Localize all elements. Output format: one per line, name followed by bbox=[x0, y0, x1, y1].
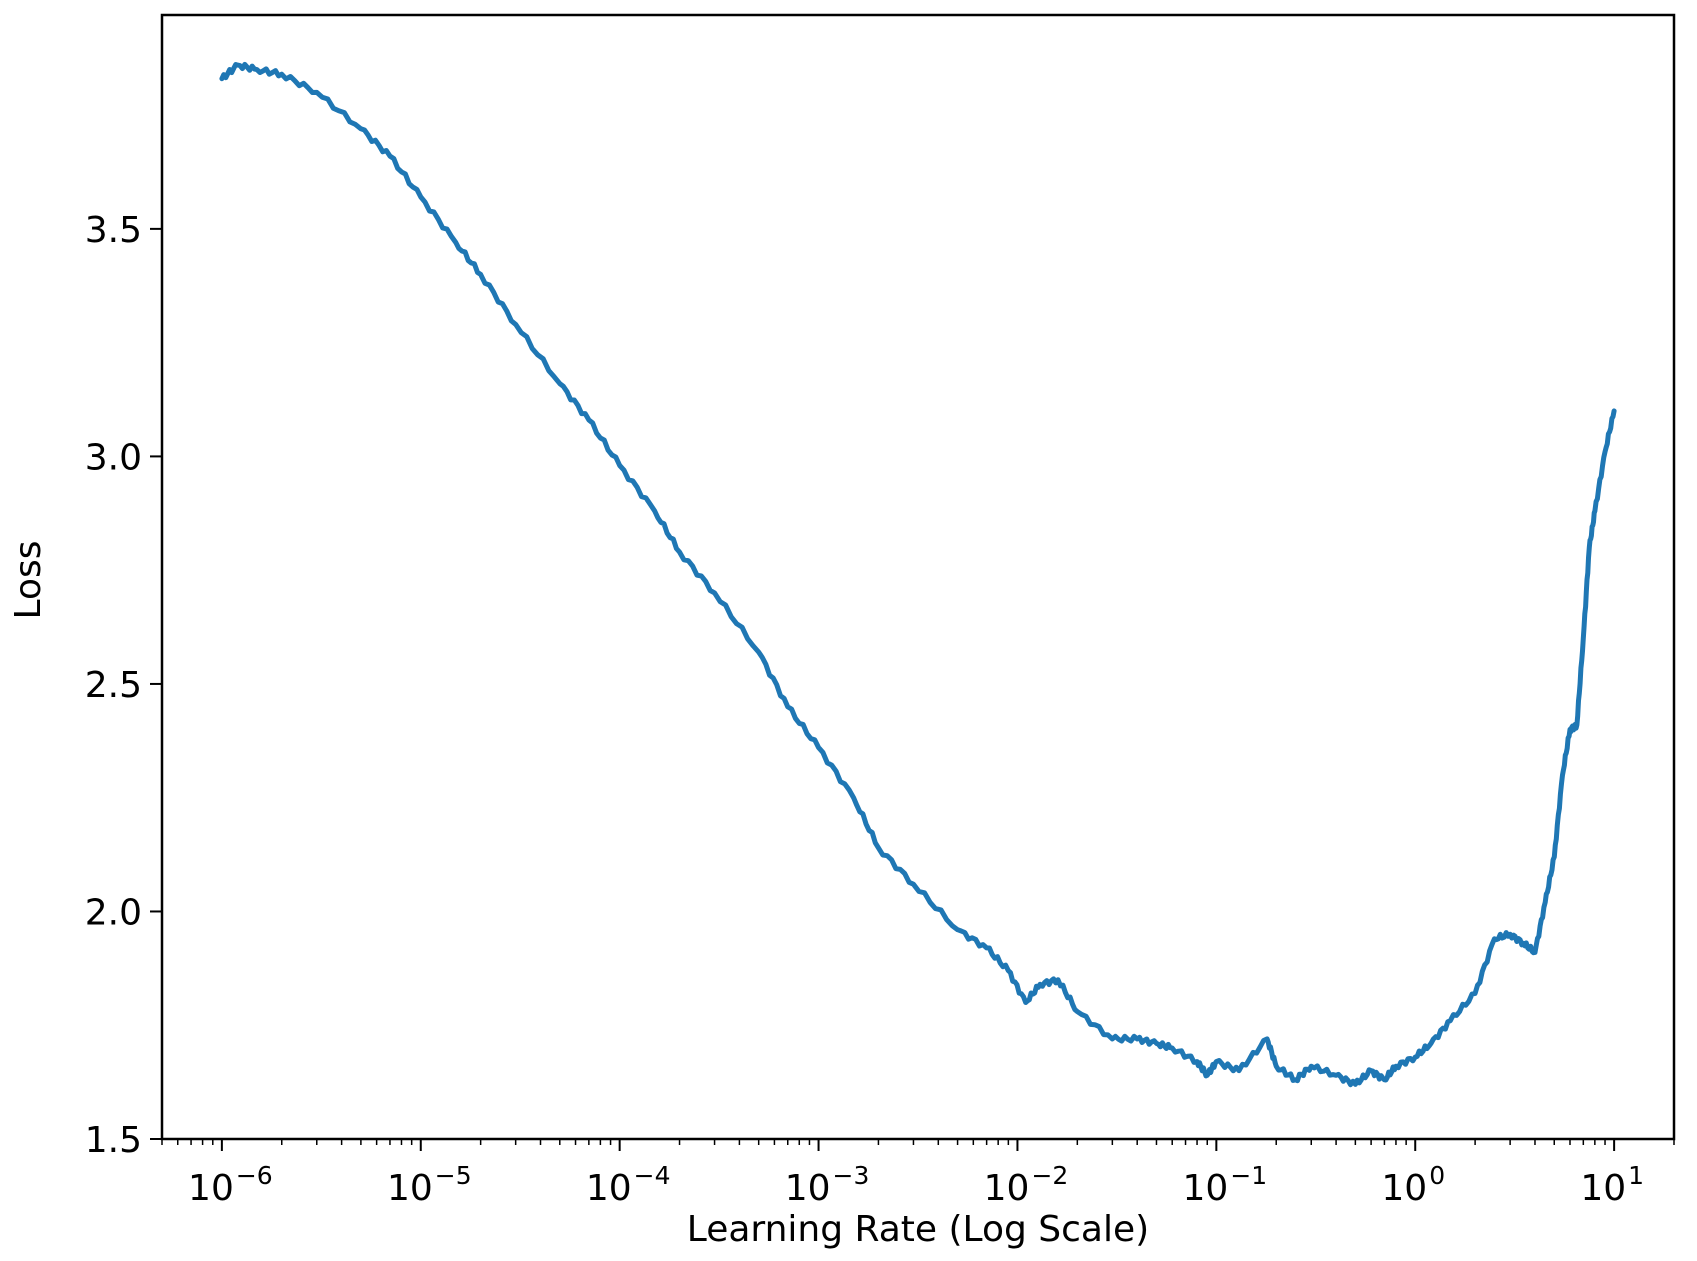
x-tick-label-exponent: −6 bbox=[236, 1161, 273, 1190]
x-tick-label-base: 10 bbox=[387, 1168, 433, 1209]
x-tick-label-exponent: 1 bbox=[1628, 1161, 1644, 1190]
x-tick-label-exponent: −4 bbox=[634, 1161, 671, 1190]
x-tick-label-exponent: −2 bbox=[1031, 1161, 1068, 1190]
y-tick-label: 3.5 bbox=[85, 210, 142, 251]
plot-area bbox=[160, 13, 1676, 1141]
x-tick-label-base: 10 bbox=[586, 1168, 632, 1209]
x-tick-label-base: 10 bbox=[984, 1168, 1030, 1209]
plot-frame bbox=[160, 13, 1676, 1141]
x-tick-label-exponent: 0 bbox=[1429, 1161, 1445, 1190]
y-tick-label: 2.5 bbox=[85, 665, 142, 706]
x-axis-label: Learning Rate (Log Scale) bbox=[687, 1209, 1149, 1250]
x-tick-label-base: 10 bbox=[785, 1168, 831, 1209]
x-tick-label-base: 10 bbox=[1183, 1168, 1229, 1209]
loss-series-line bbox=[219, 61, 1617, 1088]
y-tick-label: 3.0 bbox=[85, 437, 142, 478]
x-tick-label-exponent: −1 bbox=[1230, 1161, 1267, 1190]
x-tick-label-base: 10 bbox=[188, 1168, 234, 1209]
x-axis-ticks: 10 −6 10 −5 10 −4 10 −3 10 −2 10 −1 10 0 10 1 bbox=[161, 1139, 1675, 1209]
y-axis-ticks: 1.5 2.0 2.5 3.0 3.5 bbox=[85, 210, 162, 1161]
x-tick-label-exponent: −5 bbox=[435, 1161, 472, 1190]
x-tick-label-base: 10 bbox=[1580, 1168, 1626, 1209]
x-tick-label-base: 10 bbox=[1381, 1168, 1427, 1209]
x-tick-label-exponent: −3 bbox=[833, 1161, 870, 1190]
y-tick-label: 1.5 bbox=[85, 1120, 142, 1161]
y-tick-label: 2.0 bbox=[85, 892, 142, 933]
y-axis-label: Loss bbox=[8, 541, 49, 620]
